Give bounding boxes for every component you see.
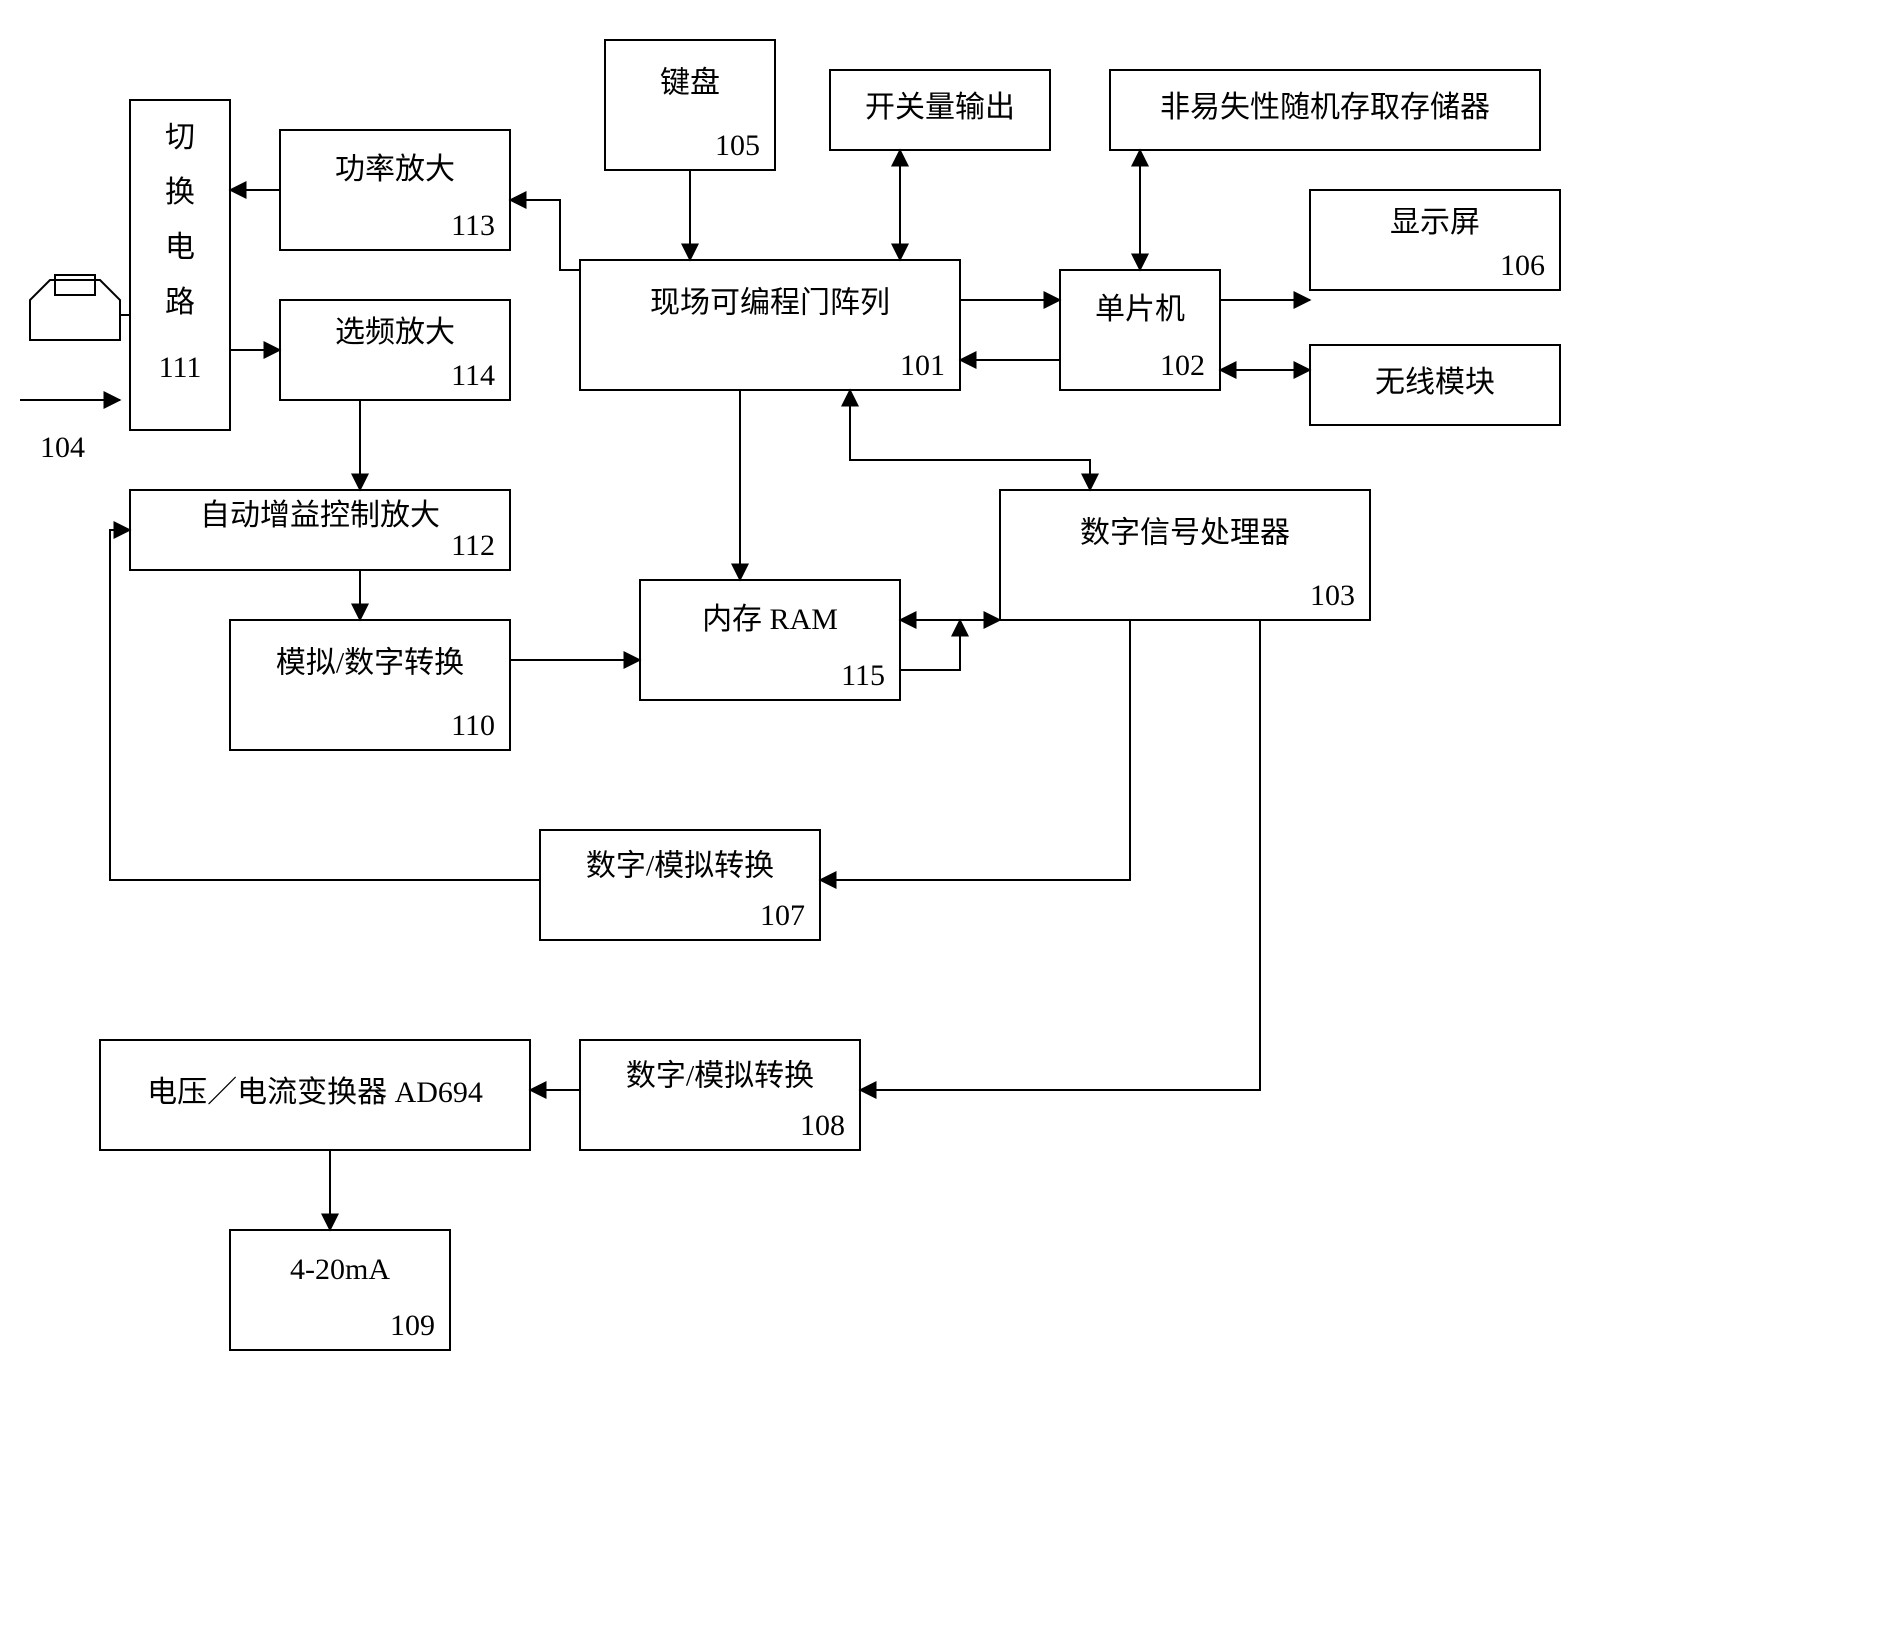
edge-ram-dsp-15	[900, 620, 960, 670]
node-wireless: 无线模块	[1310, 345, 1560, 425]
node-num-out_420: 109	[390, 1309, 435, 1342]
node-label-switch_ckt-0: 切	[165, 121, 195, 154]
edge-fpga-dsp-16	[850, 390, 1090, 490]
edge-dac1-agc-19	[110, 530, 540, 880]
node-label-dac2: 数字/模拟转换	[626, 1059, 814, 1092]
node-num-display: 106	[1500, 249, 1545, 282]
node-dac1: 数字/模拟转换 107	[540, 830, 820, 940]
node-num-dac1: 107	[760, 899, 805, 932]
block-diagram: 键盘 105 开关量输出 非易失性随机存取存储器切换电路 111 功率放大 113 显示屏 10…	[0, 0, 1880, 1642]
node-label-dac1: 数字/模拟转换	[586, 849, 774, 882]
node-num-mcu: 102	[1160, 349, 1205, 382]
node-label-switch_out: 开关量输出	[865, 91, 1015, 124]
node-label-display: 显示屏	[1390, 206, 1480, 239]
node-label-switch_ckt-3: 路	[165, 286, 195, 319]
node-label-mcu: 单片机	[1095, 293, 1185, 326]
node-label-keyboard: 键盘	[660, 66, 720, 99]
node-switch_out: 开关量输出	[830, 70, 1050, 150]
node-agc: 自动增益控制放大 112	[130, 490, 510, 570]
node-label-wireless: 无线模块	[1375, 366, 1495, 399]
node-label-dsp: 数字信号处理器	[1080, 516, 1290, 549]
node-freq_amp: 选频放大 114	[280, 300, 510, 400]
node-label-ram: 内存 RAM	[702, 603, 838, 636]
node-dsp: 数字信号处理器 103	[1000, 490, 1370, 620]
node-num-fpga: 101	[900, 349, 945, 382]
node-dac2: 数字/模拟转换 108	[580, 1040, 860, 1150]
node-keyboard: 键盘 105	[605, 40, 775, 170]
node-num-freq_amp: 114	[451, 359, 495, 392]
node-label-vi_conv: 电压／电流变换器 AD694	[147, 1076, 483, 1109]
node-out_420: 4-20mA109	[230, 1230, 450, 1350]
node-label-nvram: 非易失性随机存取存储器	[1160, 91, 1490, 124]
node-label-switch_ckt-2: 电	[165, 231, 195, 264]
node-label-adc: 模拟/数字转换	[276, 646, 464, 679]
node-label-out_420: 4-20mA	[290, 1253, 390, 1286]
node-display: 显示屏 106	[1310, 190, 1560, 290]
node-switch_ckt: 切换电路 111	[130, 100, 230, 430]
node-ram: 内存 RAM115	[640, 580, 900, 700]
node-num-keyboard: 105	[715, 129, 760, 162]
node-num-agc: 112	[451, 529, 495, 562]
node-fpga: 现场可编程门阵列 101	[580, 260, 960, 390]
node-nvram: 非易失性随机存取存储器	[1110, 70, 1540, 150]
node-label-switch_ckt-1: 换	[165, 176, 195, 209]
node-label-power_amp: 功率放大	[335, 153, 455, 186]
node-num-dsp: 103	[1310, 579, 1355, 612]
node-vi_conv: 电压／电流变换器 AD694	[100, 1040, 530, 1150]
node-label-agc: 自动增益控制放大	[200, 499, 440, 532]
node-power_amp: 功率放大 113	[280, 130, 510, 250]
node-num-dac2: 108	[800, 1109, 845, 1142]
node-label-freq_amp: 选频放大	[335, 316, 455, 349]
edge-fpga-power_amp-9	[510, 200, 580, 270]
node-label-fpga: 现场可编程门阵列	[650, 286, 890, 319]
node-mcu: 单片机 102	[1060, 270, 1220, 390]
node-adc: 模拟/数字转换 110	[230, 620, 510, 750]
node-num-ram: 115	[841, 659, 885, 692]
node-num-power_amp: 113	[451, 209, 495, 242]
edge-dsp-dac2-18	[860, 620, 1260, 1090]
node-num-adc: 110	[451, 709, 495, 742]
sensor-icon	[30, 275, 130, 340]
node-num-switch_ckt: 111	[159, 351, 202, 384]
sensor-ref-num: 104	[40, 431, 85, 464]
